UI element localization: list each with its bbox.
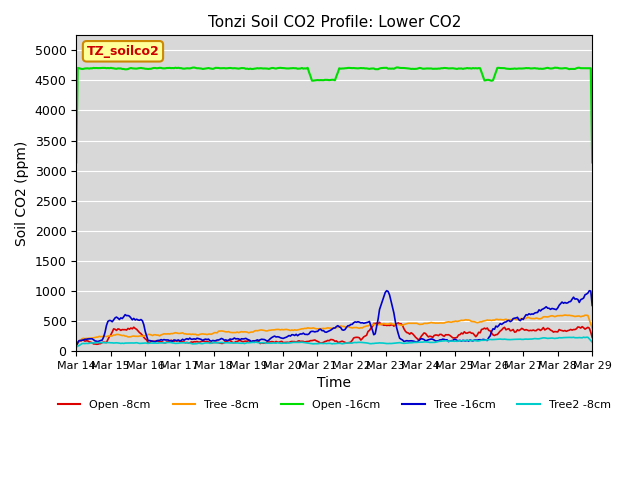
Y-axis label: Soil CO2 (ppm): Soil CO2 (ppm) (15, 141, 29, 246)
Tree -8cm (559, 312, 567, 318)
Tree2 -8cm (136, 340, 143, 346)
X-axis label: Time: Time (317, 376, 351, 390)
Legend: Open -8cm, Tree -8cm, Open -16cm, Tree -16cm, Tree2 -8cm: Open -8cm, Tree -8cm, Open -16cm, Tree -… (54, 396, 615, 415)
Open -8cm (243, 339, 251, 345)
Open -8cm (136, 330, 143, 336)
Tree -16cm (383, 288, 390, 294)
Tree -8cm (252, 328, 260, 334)
Tree -8cm (588, 325, 596, 331)
Tree2 -8cm (588, 339, 596, 345)
Open -8cm (298, 338, 306, 344)
Open -16cm (298, 65, 306, 71)
Title: Tonzi Soil CO2 Profile: Lower CO2: Tonzi Soil CO2 Profile: Lower CO2 (207, 15, 461, 30)
Tree -16cm (136, 317, 143, 323)
Open -16cm (136, 65, 143, 71)
Open -8cm (226, 337, 234, 343)
Open -16cm (252, 66, 260, 72)
Open -8cm (588, 335, 596, 340)
Tree -8cm (298, 326, 306, 332)
Tree -16cm (243, 336, 251, 342)
Line: Tree -8cm: Tree -8cm (76, 315, 592, 345)
Tree2 -8cm (72, 344, 80, 350)
Open -8cm (561, 328, 569, 334)
Tree2 -8cm (243, 340, 251, 346)
Tree -8cm (561, 312, 569, 318)
Line: Open -8cm: Open -8cm (76, 322, 592, 345)
Tree -8cm (243, 329, 251, 335)
Open -8cm (376, 319, 383, 325)
Tree2 -8cm (580, 334, 588, 340)
Open -16cm (561, 65, 569, 71)
Tree2 -8cm (559, 335, 567, 340)
Tree2 -8cm (252, 339, 260, 345)
Open -16cm (393, 64, 401, 70)
Text: TZ_soilco2: TZ_soilco2 (86, 45, 159, 58)
Tree -16cm (561, 300, 569, 305)
Tree2 -8cm (298, 339, 306, 345)
Open -16cm (243, 66, 251, 72)
Tree -8cm (226, 329, 234, 335)
Tree2 -8cm (226, 340, 234, 346)
Open -8cm (252, 339, 260, 345)
Tree -16cm (588, 302, 596, 308)
Line: Tree -16cm: Tree -16cm (76, 291, 592, 346)
Open -16cm (226, 65, 234, 71)
Tree -8cm (136, 333, 143, 339)
Tree -16cm (72, 343, 80, 349)
Open -16cm (72, 159, 80, 165)
Tree -8cm (72, 342, 80, 348)
Tree -16cm (252, 338, 260, 344)
Tree -16cm (226, 336, 234, 342)
Line: Open -16cm: Open -16cm (76, 67, 592, 162)
Line: Tree2 -8cm: Tree2 -8cm (76, 337, 592, 347)
Open -8cm (72, 342, 80, 348)
Tree -16cm (298, 331, 306, 337)
Open -16cm (588, 159, 596, 165)
